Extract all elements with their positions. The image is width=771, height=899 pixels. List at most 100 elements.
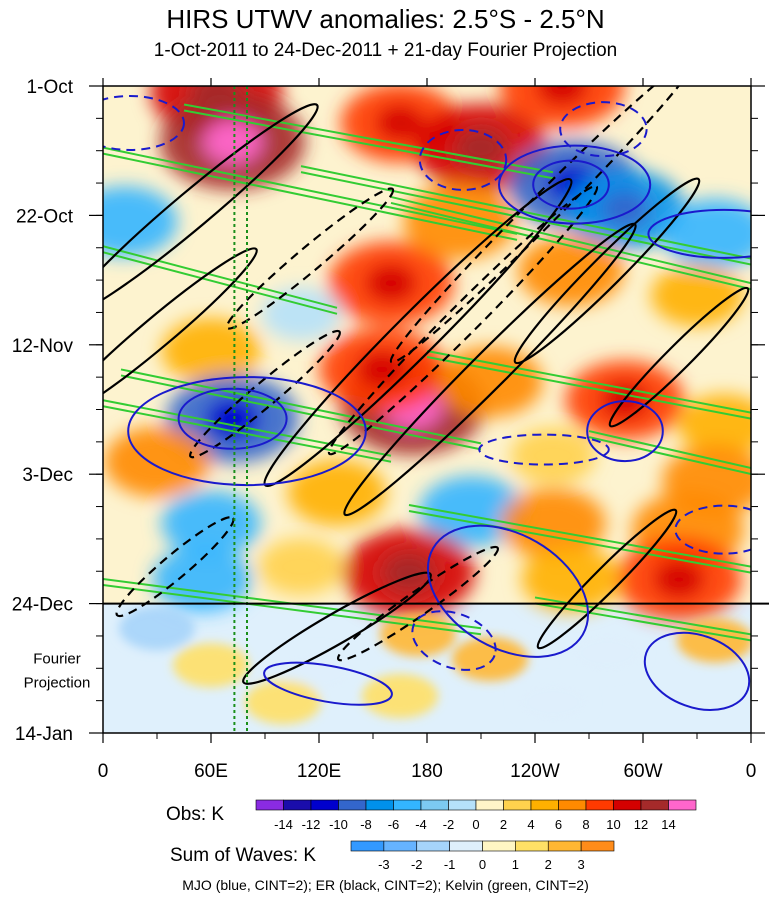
anomaly-core (356, 350, 408, 389)
waves-colorbar-swatch (449, 840, 483, 852)
footer-legend: MJO (blue, CINT=2); ER (black, CINT=2); … (182, 877, 589, 893)
anomaly-core (601, 191, 649, 228)
anomaly-blob (650, 264, 744, 327)
kelvin-contour (103, 583, 482, 636)
kelvin-contour (103, 152, 518, 241)
obs-colorbar: -14 -12 -10 -8 -6 -4 -2 0 2 4 6 8 10 12 14 Obs: K (166, 799, 697, 832)
obs-colorbar-tick: 14 (661, 817, 675, 832)
kelvin-contour (300, 171, 751, 266)
obs-colorbar-tick: -10 (329, 817, 348, 832)
obs-colorbar-tick: -6 (388, 817, 400, 832)
er-contour (115, 516, 235, 618)
obs-colorbar-tick: 0 (472, 817, 479, 832)
obs-colorbar-swatch (558, 799, 587, 811)
kelvin-contour (183, 103, 554, 174)
y-tick-label: 24-Dec (12, 595, 73, 616)
kelvin-contour (120, 368, 482, 445)
kelvin-contour (408, 504, 751, 568)
er-contour (225, 187, 395, 330)
anomaly-blob (499, 86, 625, 128)
er-contour (189, 329, 341, 459)
kelvin-contour (390, 201, 751, 291)
kelvin-contour (120, 374, 482, 451)
chart-subtitle: 1-Oct-2011 to 24-Dec-2011 + 21-day Fouri… (153, 40, 618, 61)
waves-colorbar: -3 -2 -1 0 1 2 3 Sum of Waves: K (170, 840, 615, 872)
obs-colorbar-label: Obs: K (166, 804, 224, 825)
anomaly-core (365, 264, 417, 302)
obs-colorbar-swatch (530, 799, 559, 811)
anomaly-blob (419, 475, 525, 547)
er-contour (608, 286, 750, 428)
er-contour (242, 571, 432, 685)
forecast-label: Fourier (33, 650, 81, 667)
obs-colorbar-swatch (283, 799, 312, 811)
projection-blob (173, 643, 249, 688)
er-contour (336, 545, 500, 662)
y-tick-label: 1-Oct (27, 77, 74, 98)
obs-colorbar-tick: -2 (443, 817, 455, 832)
y-tick-label: 14-Jan (15, 724, 73, 745)
anomaly-blob (104, 426, 210, 498)
projection-blob (515, 680, 591, 725)
mjo-contour (418, 128, 508, 191)
anomaly-blob (521, 545, 621, 612)
y-tick-label: 22-Oct (16, 206, 74, 227)
obs-colorbar-tick: 4 (527, 817, 534, 832)
waves-colorbar-swatch (580, 840, 615, 852)
waves-colorbar-swatch (350, 840, 385, 852)
waves-colorbar-tick: -3 (378, 857, 390, 872)
y-tick-label: 12-Nov (12, 336, 74, 357)
waves-colorbar-swatch (547, 840, 582, 852)
obs-colorbar-swatch (420, 799, 449, 811)
anomaly-blob (103, 186, 178, 257)
kelvin-contour (588, 430, 751, 470)
waves-colorbar-tick: 3 (578, 857, 585, 872)
projection-blob (569, 630, 645, 675)
er-contour (327, 184, 599, 456)
anomaly-blob (261, 287, 341, 341)
waves-colorbar-tick: -1 (444, 857, 456, 872)
kelvin-contour (103, 245, 338, 309)
obs-colorbar-swatch (448, 799, 477, 811)
obs-colorbar-tick: -8 (360, 817, 372, 832)
kelvin-contour (103, 399, 392, 457)
obs-colorbar-swatch (255, 799, 284, 811)
waves-colorbar-swatch (416, 840, 450, 852)
mjo-contour (478, 433, 610, 466)
projection-blob (245, 680, 321, 725)
plot-layer (103, 86, 751, 733)
waves-colorbar-tick: 2 (545, 857, 552, 872)
mjo-contour (177, 387, 288, 450)
projection-field (119, 606, 751, 725)
projection-blob (119, 606, 195, 651)
waves-colorbar-tick: -2 (411, 857, 423, 872)
x-tick-label: 120W (510, 761, 560, 782)
er-contour (103, 247, 258, 418)
obs-colorbar-swatch (640, 799, 669, 811)
projection-blob (452, 637, 528, 682)
x-tick-label: 60W (623, 761, 662, 782)
kelvin-contour (390, 195, 751, 285)
kelvin-contour (426, 349, 751, 414)
anomaly-core (376, 105, 424, 141)
axes: 0 60E 120E 180 120W 60W 0 1-Oct 22-Oct 12-Nov 3-De… (12, 77, 769, 782)
waves-colorbar-label: Sum of Waves: K (170, 845, 316, 866)
obs-colorbar-swatch (338, 799, 367, 811)
anomaly-blob (510, 427, 596, 485)
mjo-contour (532, 159, 610, 210)
kelvin-contour (183, 109, 554, 180)
anomaly-blob (662, 445, 751, 516)
kelvin-contour (534, 602, 751, 642)
kelvin-contour (408, 510, 751, 574)
mjo-contour (497, 144, 652, 225)
obs-colorbar-tick: 12 (634, 817, 648, 832)
mjo-contour (559, 101, 648, 158)
obs-colorbar-tick: -4 (415, 817, 427, 832)
waves-colorbar-swatch (515, 840, 549, 852)
anomaly-core (203, 119, 262, 164)
kelvin-contour (103, 251, 338, 315)
obs-colorbar-tick: 8 (582, 817, 589, 832)
kelvin-contour (588, 436, 751, 476)
y-tick-label: 3-Dec (22, 465, 73, 486)
